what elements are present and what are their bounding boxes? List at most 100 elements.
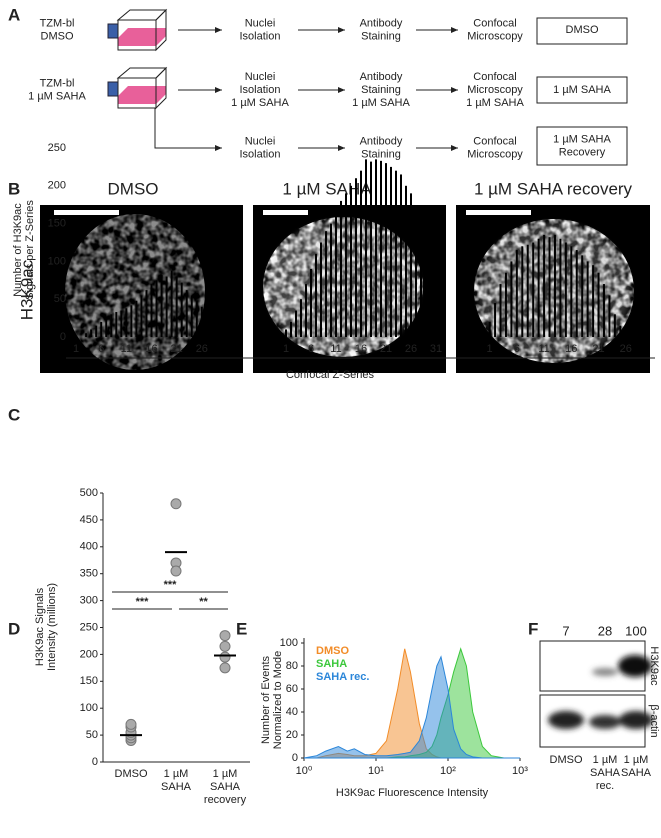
y-tick-label: 250 [80,621,98,633]
x-tick-label: 10⁰ [296,765,313,777]
bar [488,321,491,337]
x-tick-label: 31 [430,343,442,355]
step-label: Isolation [240,84,281,96]
band-label: β-actin [648,704,660,737]
bar [215,323,218,337]
bar [285,329,287,337]
y-tick-label: 450 [80,514,98,526]
bar [521,246,524,337]
x-tick-label: 21 [171,343,183,355]
bar [220,329,223,337]
step-label: Staining [361,84,401,96]
x-tick-label: 26 [196,343,208,355]
bar [375,159,377,337]
x-axis-label: Confocal Z-Series [286,369,375,381]
x-tick-label: 6 [98,343,104,355]
bar [290,321,292,337]
x-tick-label: 16 [145,343,157,355]
bar [205,312,208,337]
bar [504,272,507,337]
bar [420,223,422,337]
y-tick-label: 40 [286,706,298,718]
lane-label: DMSO [550,754,583,766]
y-tick-label: 150 [80,675,98,687]
bar [145,290,148,337]
bar [330,223,332,337]
x-tick-label: 1 [73,343,79,355]
step-label: Nuclei [245,135,276,147]
step-label: Staining [361,148,401,160]
data-point [170,565,182,577]
significance-label: ** [199,596,208,608]
step-label: Staining [361,30,401,42]
bar [160,275,163,337]
y-tick-label: 250 [48,142,66,154]
bar [195,300,198,337]
image-title: 1 µM SAHA [282,179,372,198]
y-tick-label: 20 [286,729,298,741]
y-tick-label: 500 [80,487,98,499]
bar [435,314,437,337]
bar [543,234,546,337]
bar [130,305,133,337]
bar [613,314,616,337]
bar [370,161,372,337]
bar [385,163,387,337]
step-label: 1 µM SAHA [466,97,524,109]
bar [553,234,556,337]
panel-label: A [8,5,20,24]
flask [107,66,168,110]
row-label: H3K9ac [17,259,36,320]
bar [365,159,367,337]
bar [325,231,327,337]
y-tick-label: 400 [80,541,98,553]
bar [548,237,551,337]
y-axis-label: Number of H3K9ac [12,203,24,297]
step-label: Antibody [360,17,403,29]
quantification-label: 7 [562,623,569,638]
blot-bands [548,655,653,729]
bar [526,244,529,337]
workflow-graphics [107,8,628,166]
bar [515,250,518,337]
bar [165,276,168,337]
x-tick-label: SAHA [161,781,192,793]
bar [430,291,432,337]
quantification-label: 28 [598,623,612,638]
sample-label: TZM-bl [40,77,75,89]
y-tick-label: 0 [292,752,298,764]
x-tick-label: 21 [592,343,604,355]
y-axis-label: Normalized to Mode [272,651,284,749]
legend-label: DMSO [316,645,349,657]
sample-label: 1 µM SAHA [28,90,86,102]
bar [602,284,605,337]
step-label: Microscopy [467,84,523,96]
data-point [219,630,231,642]
step-label: Nuclei [245,71,276,83]
bar [90,329,93,337]
condition-label: DMSO [566,24,599,36]
condition-label: 1 µM SAHA [553,84,611,96]
bar [105,318,108,337]
bar [305,284,307,337]
y-tick-label: 60 [286,683,298,695]
step-label: Isolation [240,148,281,160]
bar [415,208,417,337]
x-axis-label: H3K9ac Fluorescence Intensity [336,787,489,799]
y-tick-label: 0 [92,756,98,768]
panel-label: B [8,179,20,198]
x-tick-label: 6 [308,343,314,355]
x-tick-label: 16 [565,343,577,355]
y-tick-label: 100 [80,702,98,714]
lane-label: SAHA [621,767,652,779]
x-tick-label: DMSO [115,768,148,780]
x-tick-label: SAHA [210,781,241,793]
y-tick-label: 100 [48,255,66,267]
y-tick-label: 200 [80,648,98,660]
bar [340,200,342,337]
bar [570,246,573,337]
bar [400,174,402,337]
bar [499,284,502,337]
bar [120,310,123,337]
